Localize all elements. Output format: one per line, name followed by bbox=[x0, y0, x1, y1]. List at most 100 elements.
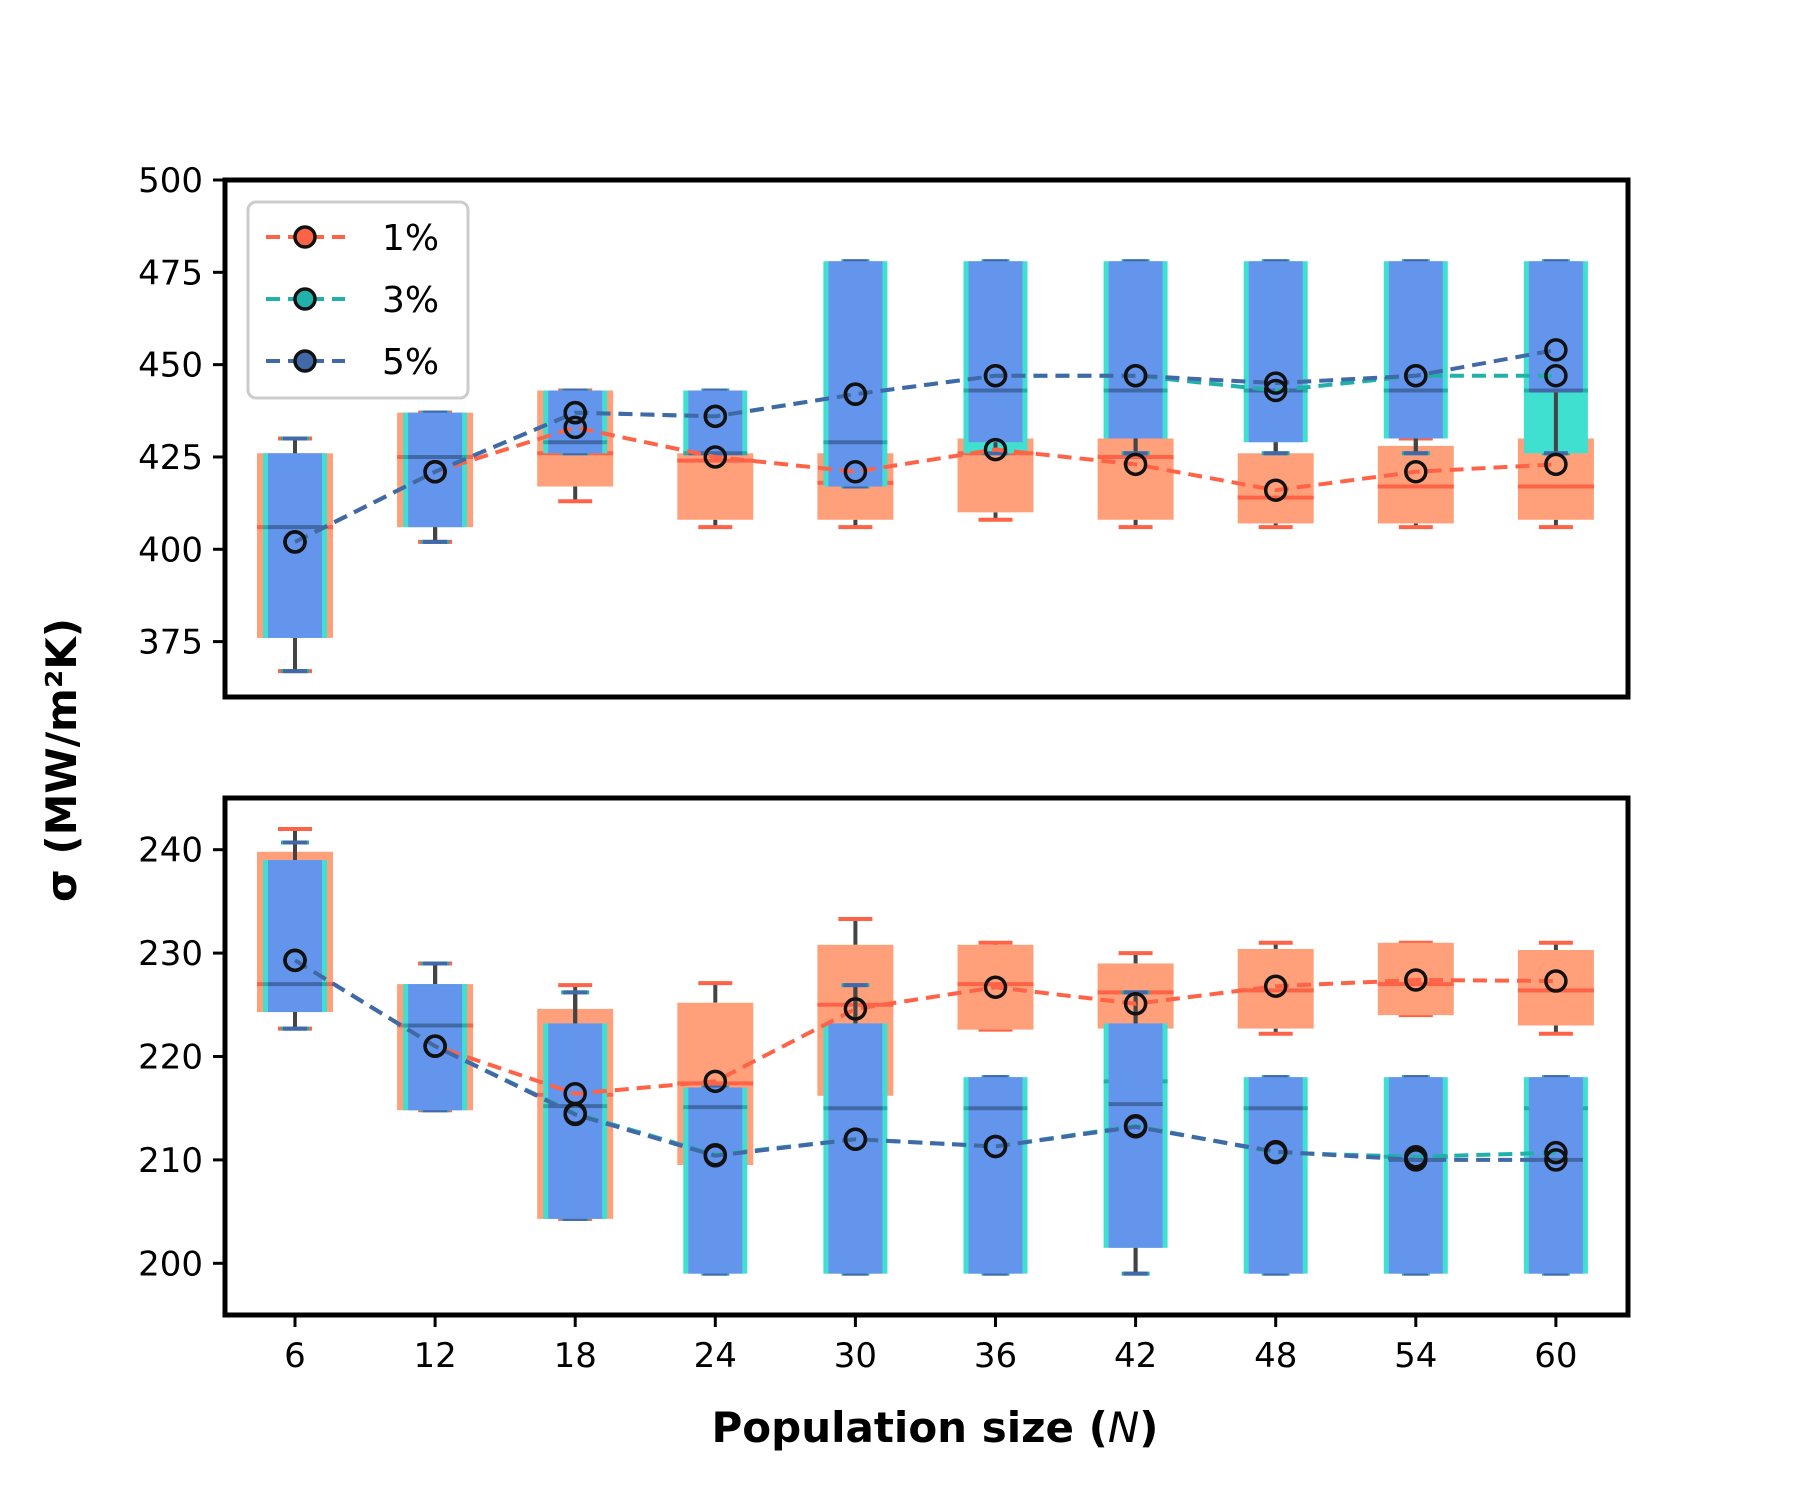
plot-frame bbox=[222, 177, 1631, 700]
mean-marker bbox=[1123, 992, 1148, 1016]
y-tick-label: 425 bbox=[138, 438, 203, 478]
mean-marker bbox=[423, 1034, 447, 1058]
mean-marker bbox=[1263, 1139, 1288, 1164]
mean-marker bbox=[423, 459, 447, 484]
mean-marker bbox=[843, 1127, 868, 1151]
y-tick-label: 210 bbox=[138, 1141, 203, 1181]
y-tick-label: 450 bbox=[138, 346, 203, 386]
mean-marker bbox=[1404, 459, 1428, 484]
legend-entry: 1% bbox=[266, 218, 439, 259]
mean-marker bbox=[1123, 1115, 1148, 1139]
box-body bbox=[1528, 261, 1583, 391]
x-axis-title-end: ) bbox=[1139, 1403, 1158, 1452]
x-tick-label: 30 bbox=[834, 1336, 877, 1376]
mean-marker bbox=[1263, 371, 1288, 395]
mean-marker bbox=[703, 445, 728, 469]
box bbox=[688, 388, 743, 456]
mean-marker bbox=[1263, 378, 1288, 403]
box bbox=[1248, 1075, 1303, 1276]
mean-line-5pct bbox=[294, 347, 1557, 544]
mean-marker bbox=[1263, 478, 1288, 502]
y-tick-label: 240 bbox=[138, 831, 203, 871]
mean-marker bbox=[1123, 363, 1148, 388]
mean-marker bbox=[283, 948, 307, 973]
series-5pct-boxes bbox=[268, 840, 1583, 1276]
box-body bbox=[1517, 949, 1594, 1026]
y-tick-label: 400 bbox=[138, 530, 203, 570]
mean-marker bbox=[983, 1134, 1008, 1159]
mean-marker bbox=[1123, 452, 1148, 477]
x-axis-title-variable: N bbox=[1108, 1403, 1139, 1452]
mean-marker bbox=[1404, 363, 1428, 388]
box bbox=[1528, 1075, 1583, 1276]
x-tick-label: 18 bbox=[554, 1336, 597, 1376]
mean-marker bbox=[563, 400, 587, 425]
mean-line-3pct bbox=[293, 958, 1556, 1159]
box-body bbox=[1248, 261, 1303, 443]
mean-marker bbox=[1263, 974, 1288, 998]
legend: 1% 3% 5% bbox=[246, 200, 470, 400]
mean-marker bbox=[1544, 1140, 1568, 1165]
box bbox=[408, 961, 463, 1113]
y-tick-label: 200 bbox=[138, 1244, 203, 1284]
panel-1: 375 400 425 450 475 500 bbox=[138, 161, 1631, 700]
y-tick-label: 375 bbox=[138, 623, 203, 663]
y-axis-title: σ (MW/m²K) bbox=[37, 618, 86, 902]
box bbox=[1377, 436, 1454, 530]
box bbox=[1528, 259, 1583, 456]
mean-marker bbox=[983, 363, 1008, 388]
box-body bbox=[1528, 1077, 1583, 1274]
box bbox=[968, 1075, 1023, 1276]
mean-marker bbox=[1544, 1148, 1568, 1172]
mean-marker bbox=[1404, 1148, 1428, 1172]
box-body bbox=[688, 1087, 743, 1274]
x-tick-label: 60 bbox=[1534, 1336, 1577, 1376]
box-body bbox=[1388, 1077, 1443, 1274]
box bbox=[1237, 940, 1314, 1036]
x-axis-title: Population size (N) bbox=[712, 1403, 1159, 1452]
box bbox=[828, 259, 883, 489]
legend-label: 1% bbox=[382, 218, 439, 259]
mean-marker bbox=[1404, 968, 1428, 992]
box bbox=[1517, 940, 1594, 1036]
box bbox=[688, 1085, 743, 1276]
x-tick-label: 24 bbox=[694, 1336, 737, 1376]
mean-marker bbox=[563, 415, 587, 440]
box-body bbox=[1108, 261, 1163, 439]
box bbox=[1248, 259, 1303, 456]
x-tick-label: 48 bbox=[1254, 1336, 1297, 1376]
legend-label: 3% bbox=[382, 280, 439, 321]
mean-marker bbox=[563, 1102, 587, 1127]
mean-marker bbox=[983, 437, 1008, 462]
panel-2: 200 210 220 230 240 bbox=[138, 795, 1631, 1318]
box bbox=[1388, 1075, 1443, 1276]
box-body bbox=[1388, 261, 1443, 439]
mean-marker bbox=[1544, 363, 1568, 388]
chart-panels: 375 400 425 450 475 500 200 210 220 230 240 bbox=[138, 161, 1631, 1318]
legend-label: 5% bbox=[382, 342, 439, 383]
x-tick-label: 54 bbox=[1394, 1336, 1437, 1376]
y-tick-label: 230 bbox=[138, 934, 203, 974]
mean-line-1pct bbox=[294, 425, 1557, 544]
mean-marker bbox=[983, 975, 1008, 999]
legend-marker bbox=[293, 287, 317, 311]
box bbox=[408, 410, 463, 544]
mean-line-3pct bbox=[294, 373, 1556, 544]
x-tick-label: 36 bbox=[974, 1336, 1017, 1376]
mean-marker bbox=[843, 382, 868, 406]
mean-marker bbox=[703, 1069, 728, 1094]
mean-line-1pct bbox=[293, 958, 1556, 1096]
legend-entry: 5% bbox=[266, 342, 439, 383]
mean-marker bbox=[1544, 452, 1568, 477]
box bbox=[268, 840, 322, 1031]
box bbox=[1108, 990, 1163, 1276]
box-body bbox=[268, 860, 322, 1013]
mean-marker bbox=[843, 459, 868, 484]
mean-marker bbox=[283, 530, 307, 554]
mean-marker bbox=[843, 997, 868, 1021]
x-axis-ticks: 6 12 18 24 30 36 42 48 54 60 bbox=[284, 1315, 1578, 1376]
y-tick-label: 220 bbox=[138, 1038, 203, 1078]
box bbox=[1388, 259, 1443, 456]
box-body bbox=[268, 453, 322, 638]
